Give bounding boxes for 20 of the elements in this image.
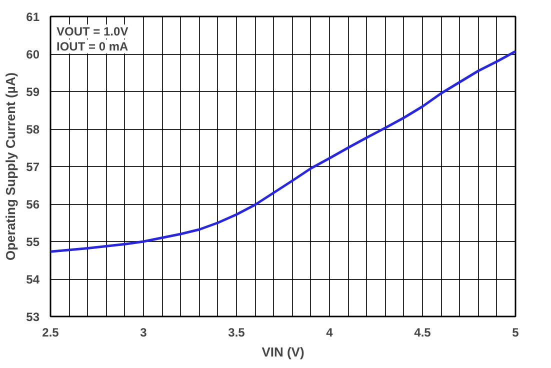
y-tick-label: 60 xyxy=(26,48,40,62)
x-tick-label: 3 xyxy=(140,326,148,340)
annotation: IOUT = 0 mA xyxy=(56,40,129,54)
y-tick-label: 61 xyxy=(26,10,40,24)
x-tick-label: 3.5 xyxy=(228,326,246,340)
y-tick-label: 58 xyxy=(26,122,40,136)
x-tick-label: 2.5 xyxy=(42,326,60,340)
y-tick-label: 57 xyxy=(26,160,40,174)
y-tick-label: 56 xyxy=(26,198,40,212)
y-tick-label: 59 xyxy=(26,85,40,99)
x-tick-label: 4.5 xyxy=(414,326,432,340)
x-tick-label: 5 xyxy=(512,326,520,340)
y-tick-label: 55 xyxy=(26,235,40,249)
x-tick-label: 4 xyxy=(326,326,334,340)
y-tick-label: 54 xyxy=(26,272,40,286)
line-series xyxy=(50,50,516,253)
y-tick-label: 53 xyxy=(26,310,40,324)
x-axis-title: VIN (V) xyxy=(262,344,304,360)
annotation: VOUT = 1.0V xyxy=(56,24,128,38)
y-axis-title: Operating Supply Current (µA) xyxy=(3,72,18,261)
